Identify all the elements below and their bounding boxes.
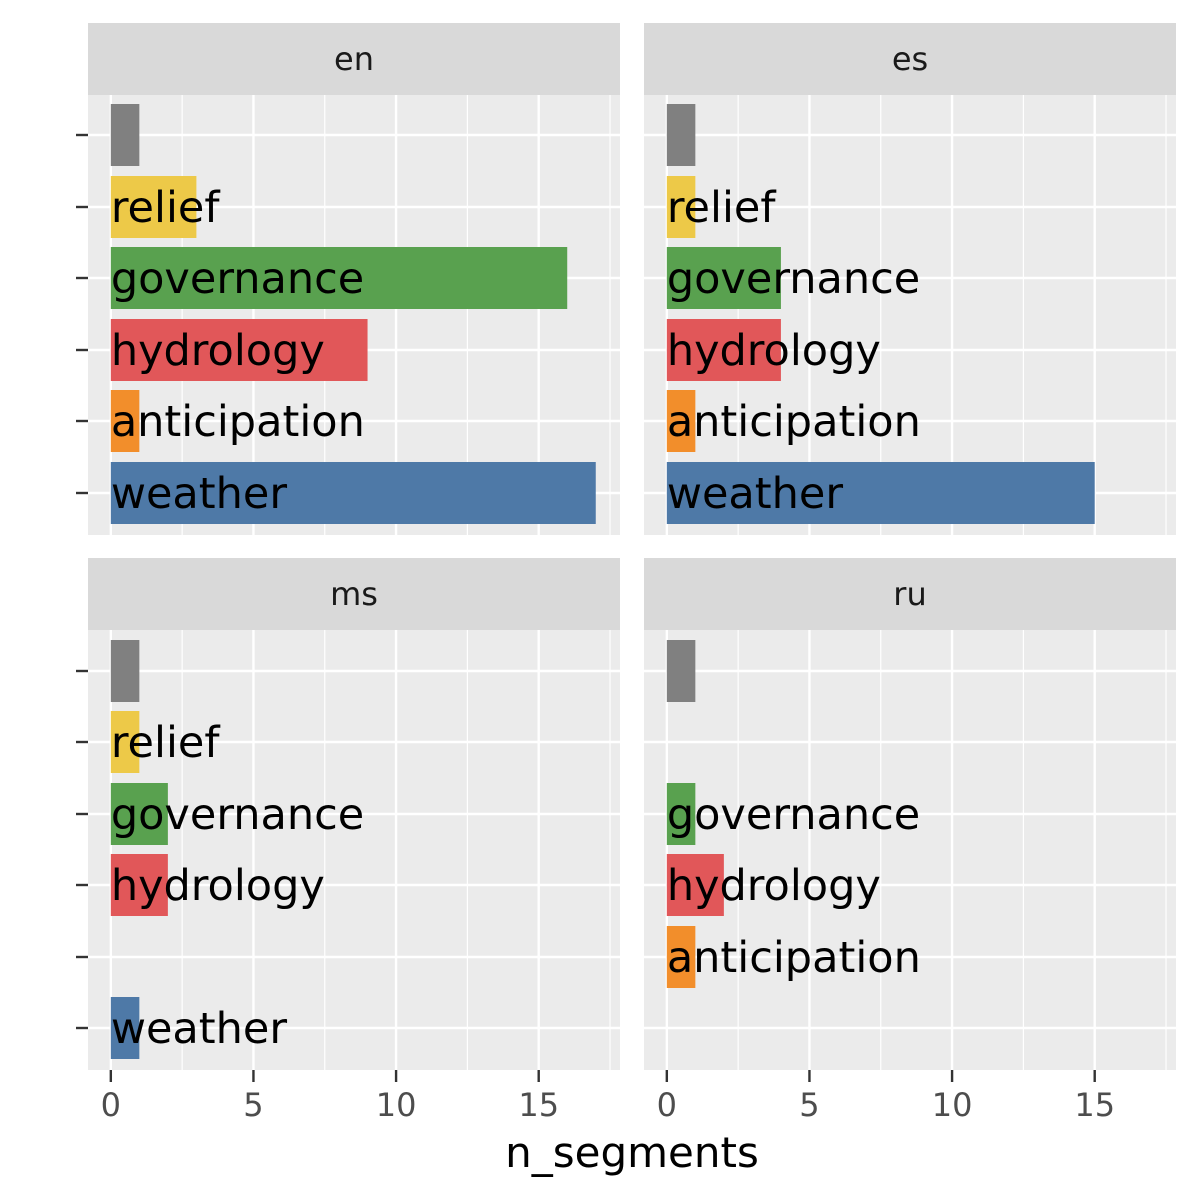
facet-strip-en bbox=[88, 23, 620, 95]
panel-background-es bbox=[644, 95, 1176, 535]
bar-en-relief bbox=[110, 176, 197, 238]
bar-ms-governance bbox=[110, 783, 168, 845]
bar-ms-relief bbox=[110, 711, 140, 773]
bar-label-en-anticipation: anticipation bbox=[111, 397, 365, 447]
bar-es-unlabeled bbox=[666, 104, 696, 166]
x-tick-label: 10 bbox=[932, 1086, 973, 1124]
bar-label-ms-weather: weather bbox=[111, 1004, 288, 1054]
facet-strip-ru bbox=[644, 558, 1176, 630]
bar-label-es-governance: governance bbox=[667, 254, 920, 304]
bar-label-en-weather: weather bbox=[111, 469, 288, 519]
facet-strip-es bbox=[644, 23, 1176, 95]
bar-es-relief bbox=[666, 176, 696, 238]
x-tick-label: 15 bbox=[518, 1086, 559, 1124]
x-tick-label: 0 bbox=[101, 1086, 121, 1124]
bar-en-weather bbox=[110, 462, 596, 524]
bar-label-ru-anticipation: anticipation bbox=[667, 933, 921, 983]
bar-label-es-relief: relief bbox=[667, 183, 777, 233]
bar-en-anticipation bbox=[110, 390, 140, 452]
panel-background-ru bbox=[644, 630, 1176, 1070]
bar-label-es-anticipation: anticipation bbox=[667, 397, 921, 447]
bar-es-hydrology bbox=[666, 319, 781, 381]
facet-strip-ms bbox=[88, 558, 620, 630]
bar-ru-hydrology bbox=[666, 854, 724, 916]
bar-en-hydrology bbox=[110, 319, 368, 381]
bar-label-es-weather: weather bbox=[667, 469, 844, 519]
x-tick-label: 10 bbox=[376, 1086, 417, 1124]
bar-label-ru-hydrology: hydrology bbox=[667, 861, 881, 911]
facet-strip-label-en: en bbox=[334, 40, 374, 78]
bar-ru-governance bbox=[666, 783, 696, 845]
bar-label-ms-relief: relief bbox=[111, 718, 221, 768]
bar-label-en-relief: relief bbox=[111, 183, 221, 233]
x-axis-title: n_segments bbox=[505, 1128, 759, 1177]
bar-es-anticipation bbox=[666, 390, 696, 452]
bar-label-ru-governance: governance bbox=[667, 790, 920, 840]
bar-en-unlabeled bbox=[110, 104, 140, 166]
x-tick-label: 5 bbox=[243, 1086, 263, 1124]
bar-ru-unlabeled bbox=[666, 640, 696, 702]
bar-label-ms-hydrology: hydrology bbox=[111, 861, 325, 911]
bar-en-governance bbox=[110, 247, 568, 309]
x-tick-label: 5 bbox=[799, 1086, 819, 1124]
bar-es-weather bbox=[666, 462, 1095, 524]
x-tick-label: 0 bbox=[657, 1086, 677, 1124]
bar-label-en-governance: governance bbox=[111, 254, 364, 304]
panel-background-en bbox=[88, 95, 620, 535]
bar-es-governance bbox=[666, 247, 781, 309]
panel-background-ms bbox=[88, 630, 620, 1070]
x-tick-label: 15 bbox=[1074, 1086, 1115, 1124]
bar-ms-weather bbox=[110, 997, 140, 1059]
bar-label-es-hydrology: hydrology bbox=[667, 326, 881, 376]
bar-ru-anticipation bbox=[666, 926, 696, 988]
bar-ms-unlabeled bbox=[110, 640, 140, 702]
bar-label-ms-governance: governance bbox=[111, 790, 364, 840]
bar-label-en-hydrology: hydrology bbox=[111, 326, 325, 376]
facet-strip-label-ru: ru bbox=[893, 575, 926, 613]
facet-strip-label-es: es bbox=[892, 40, 928, 78]
bar-ms-hydrology bbox=[110, 854, 168, 916]
facet-strip-label-ms: ms bbox=[330, 575, 378, 613]
